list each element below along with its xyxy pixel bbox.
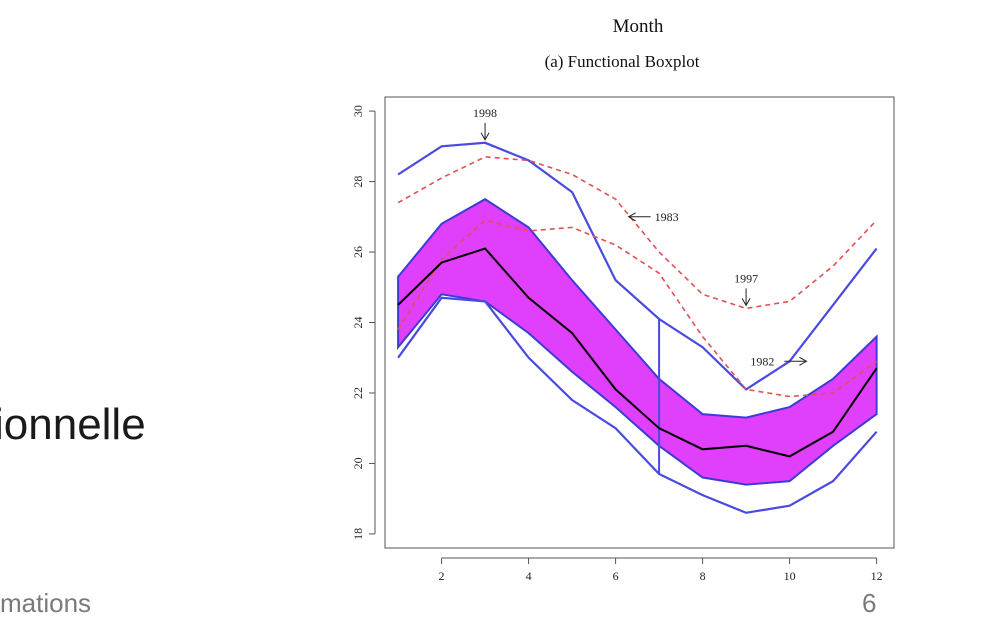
- annotations: 1998 1983 1997 1982: [473, 106, 808, 368]
- plot-frame: [384, 96, 895, 549]
- annotation-label: 1982: [750, 354, 774, 368]
- lower-whisker-line: [397, 296, 878, 514]
- outlier-line-2: [397, 219, 878, 398]
- outlier-line-1: [397, 156, 878, 310]
- annotation-label: 1983: [655, 210, 679, 224]
- x-tick-label: 10: [784, 569, 796, 583]
- y-tick-label: 30: [351, 105, 365, 117]
- y-tick-label: 24: [351, 317, 365, 329]
- slide-partial-text: ionnelle: [0, 400, 146, 449]
- annotation-arrowhead: [627, 212, 636, 222]
- plot-area: [397, 141, 878, 514]
- annotation-label: 1998: [473, 106, 497, 120]
- slide-number: 6: [862, 588, 877, 618]
- y-tick-label: 26: [351, 246, 365, 258]
- footer-text: mations: [0, 588, 92, 618]
- x-tick-label: 8: [700, 569, 706, 583]
- central-region-band: [397, 198, 878, 486]
- annotation-arrowhead: [741, 298, 751, 307]
- x-tick-label: 6: [613, 569, 619, 583]
- y-tick-label: 20: [351, 457, 365, 469]
- x-tick-label: 2: [439, 569, 445, 583]
- x-tick-label: 12: [871, 569, 883, 583]
- y-tick-label: 18: [351, 528, 365, 540]
- chart-title: Month: [613, 16, 664, 37]
- chart-subtitle: (a) Functional Boxplot: [545, 52, 700, 71]
- annotation-label: 1997: [734, 271, 758, 285]
- annotation-arrowhead: [799, 356, 808, 366]
- median-line: [397, 247, 878, 458]
- x-tick-label: 4: [526, 569, 532, 583]
- annotation-arrowhead: [480, 132, 490, 141]
- y-tick-label: 22: [351, 387, 365, 399]
- upper-whisker-line: [397, 141, 878, 391]
- y-tick-label: 28: [351, 176, 365, 188]
